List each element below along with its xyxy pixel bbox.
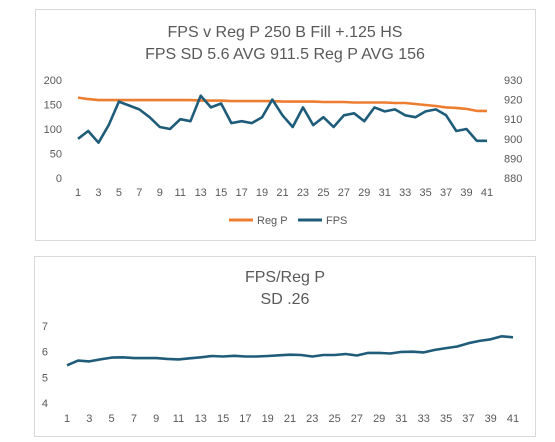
x-tick-label: 35 <box>420 187 432 199</box>
x-tick-label: 41 <box>507 413 519 425</box>
x-tick-label: 23 <box>306 413 318 425</box>
y-right-tick-label: 890 <box>504 153 522 165</box>
x-tick-label: 9 <box>153 413 159 425</box>
y-tick-label: 7 <box>42 321 48 333</box>
chart1-title: FPS v Reg P 250 B Fill +.125 HS <box>168 24 403 41</box>
chart1-subtitle: FPS SD 5.6 AVG 911.5 Reg P AVG 156 <box>145 46 425 63</box>
y-right-tick-label: 880 <box>504 173 522 185</box>
x-tick-label: 1 <box>64 413 70 425</box>
x-tick-label: 9 <box>157 187 163 199</box>
y-left-tick-label: 0 <box>56 173 62 185</box>
chart1-svg: FPS v Reg P 250 B Fill +.125 HS FPS SD 5… <box>44 24 523 227</box>
x-tick-label: 33 <box>418 413 430 425</box>
x-tick-label: 27 <box>351 413 363 425</box>
x-tick-label: 11 <box>173 413 184 425</box>
x-tick-label: 11 <box>175 187 186 199</box>
x-tick-label: 35 <box>440 413 452 425</box>
x-tick-label: 41 <box>481 187 493 199</box>
y-left-tick-label: 200 <box>44 75 62 87</box>
x-tick-label: 13 <box>195 187 207 199</box>
legend-label-fps: FPS <box>326 215 347 227</box>
x-tick-label: 39 <box>485 413 497 425</box>
x-tick-label: 25 <box>317 187 329 199</box>
y-right-tick-label: 900 <box>504 134 522 146</box>
y-right-tick-label: 930 <box>504 75 522 87</box>
chart2-subtitle: SD .26 <box>261 291 310 308</box>
x-tick-label: 39 <box>460 187 472 199</box>
x-tick-label: 17 <box>235 187 247 199</box>
x-tick-label: 15 <box>215 187 227 199</box>
x-tick-label: 29 <box>358 187 370 199</box>
y-left-tick-label: 100 <box>44 124 62 136</box>
chart1-legend: Reg P FPS <box>229 215 347 227</box>
x-tick-label: 25 <box>328 413 340 425</box>
x-tick-label: 23 <box>297 187 309 199</box>
x-tick-label: 13 <box>195 413 207 425</box>
x-tick-label: 27 <box>338 187 350 199</box>
chart1-panel: FPS v Reg P 250 B Fill +.125 HS FPS SD 5… <box>35 9 536 241</box>
x-tick-label: 3 <box>95 187 101 199</box>
x-tick-label: 21 <box>276 187 288 199</box>
x-tick-label: 1 <box>75 187 81 199</box>
y-tick-label: 4 <box>42 398 48 410</box>
x-tick-label: 7 <box>131 413 137 425</box>
x-tick-label: 7 <box>136 187 142 199</box>
x-tick-label: 29 <box>373 413 385 425</box>
y-tick-label: 5 <box>42 372 48 384</box>
x-tick-label: 19 <box>256 187 268 199</box>
y-left-tick-label: 150 <box>44 100 62 112</box>
chart2-panel: FPS/Reg P SD .26 4 5 6 7 1 3 5 7 9 11 13 15 17 19 21 23… <box>34 256 536 437</box>
y-right-tick-label: 910 <box>504 114 522 126</box>
x-tick-label: 17 <box>239 413 251 425</box>
y-left-tick-label: 50 <box>50 149 62 161</box>
series-line-fps-reg-p <box>66 335 514 367</box>
series-line-reg-p <box>77 96 487 113</box>
x-tick-label: 19 <box>262 413 274 425</box>
x-tick-label: 3 <box>86 413 92 425</box>
x-tick-label: 21 <box>284 413 296 425</box>
chart2-title: FPS/Reg P <box>245 269 325 286</box>
x-tick-label: 31 <box>379 187 391 199</box>
x-tick-label: 37 <box>440 187 452 199</box>
x-tick-label: 33 <box>399 187 411 199</box>
y-tick-label: 6 <box>42 347 48 359</box>
y-right-tick-label: 920 <box>504 95 522 107</box>
series-line-fps <box>77 94 487 144</box>
x-tick-label: 31 <box>395 413 407 425</box>
x-tick-label: 37 <box>462 413 474 425</box>
legend-label-reg-p: Reg P <box>257 215 288 227</box>
x-tick-label: 15 <box>217 413 229 425</box>
x-tick-label: 5 <box>109 413 115 425</box>
x-tick-label: 5 <box>116 187 122 199</box>
